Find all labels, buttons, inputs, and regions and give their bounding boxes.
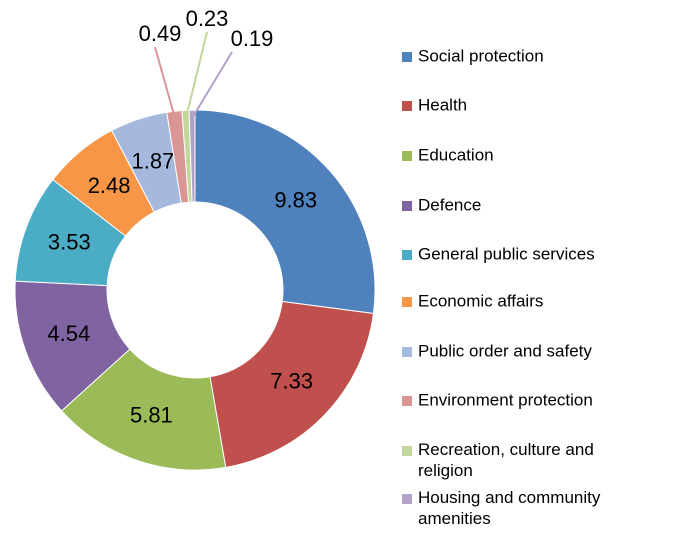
leader-line [184, 31, 208, 119]
legend-swatch [402, 151, 412, 161]
legend-swatch [402, 201, 412, 211]
donut-segment [60, 348, 227, 471]
legend-label: Recreation, culture and religion [418, 440, 599, 480]
legend-swatch [402, 101, 412, 111]
leader-line [191, 51, 233, 119]
legend-swatch [402, 494, 412, 504]
legend-label: Education [418, 145, 494, 164]
data-label: 1.87 [132, 149, 175, 174]
data-label: 2.48 [88, 173, 131, 198]
donut-segment [209, 300, 375, 468]
donut-segment [194, 109, 376, 315]
data-label: 0.23 [186, 6, 229, 31]
legend-label: Defence [418, 195, 481, 214]
data-label: 3.53 [48, 229, 91, 254]
legend-label: Health [418, 95, 467, 114]
legend-label: Public order and safety [418, 341, 592, 360]
legend-label: Social protection [418, 46, 544, 65]
legend-label: Environment protection [418, 390, 593, 409]
leader-line [154, 46, 177, 120]
legend-swatch [402, 250, 412, 260]
legend-swatch [402, 396, 412, 406]
data-label: 4.54 [47, 321, 90, 346]
data-label: 0.19 [231, 26, 274, 51]
legend-swatch [402, 446, 412, 456]
legend-label: Economic affairs [418, 291, 543, 310]
legend-swatch [402, 297, 412, 307]
legend-label: Housing and community amenities [418, 488, 605, 528]
legend-swatch [402, 52, 412, 62]
legend-swatch [402, 347, 412, 357]
donut-segment [188, 109, 196, 203]
legend-label: General public services [418, 244, 595, 263]
data-label: 7.33 [270, 369, 313, 394]
data-label: 9.83 [274, 187, 317, 212]
data-label: 0.49 [139, 21, 182, 46]
data-label: 5.81 [130, 403, 173, 428]
